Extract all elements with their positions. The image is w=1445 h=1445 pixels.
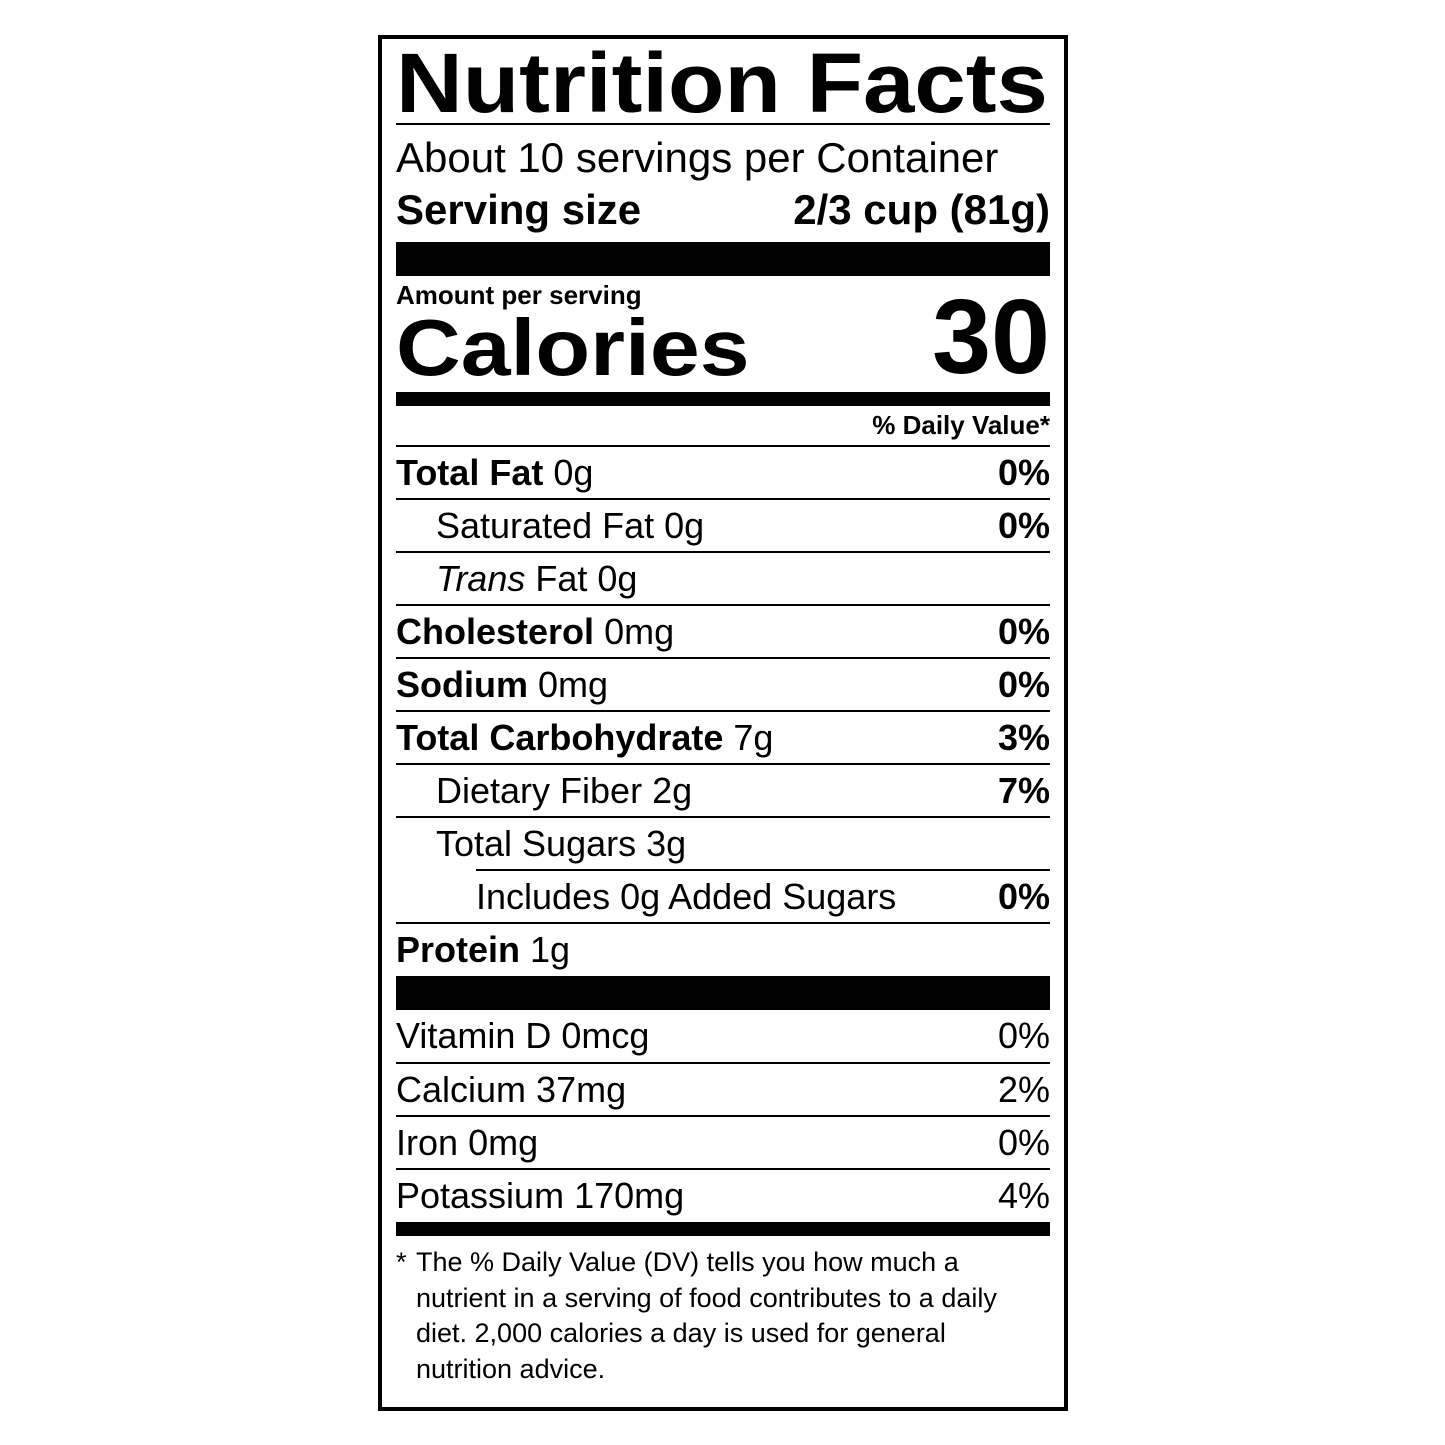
divider: [396, 604, 1050, 606]
nutrient-row-saturated-fat: Saturated Fat 0g 0%: [436, 504, 1050, 546]
daily-value-header: % Daily Value*: [872, 410, 1050, 440]
medium-bar: [396, 392, 1050, 406]
servings-per-container: About 10 servings per Container: [396, 134, 999, 181]
vitamin-row-vitamin-d: Vitamin D 0mcg 0%: [396, 1014, 1050, 1056]
divider: [396, 123, 1050, 125]
divider: [396, 763, 1050, 765]
vitamin-row-calcium: Calcium 37mg 2%: [396, 1068, 1050, 1110]
serving-size-value: 2/3 cup (81g): [793, 186, 1050, 233]
label-title: Nutrition Facts: [396, 36, 1048, 130]
divider: [476, 869, 1050, 871]
divider: [396, 445, 1050, 447]
nutrition-facts-panel: [378, 35, 1068, 1411]
nutrient-row-sodium: Sodium 0mg 0%: [396, 663, 1050, 705]
amount-per-serving: Amount per serving: [396, 280, 642, 310]
serving-size: Serving size 2/3 cup (81g): [396, 185, 1050, 235]
footnote: * The % Daily Value (DV) tells you how m…: [396, 1245, 1036, 1387]
thick-bar: [396, 976, 1050, 1010]
divider: [396, 551, 1050, 553]
divider: [396, 922, 1050, 924]
serving-size-label: Serving size: [396, 186, 642, 233]
divider: [396, 710, 1050, 712]
medium-bar: [396, 1222, 1050, 1236]
vitamin-row-potassium: Potassium 170mg 4%: [396, 1174, 1050, 1216]
footnote-asterisk: *: [396, 1247, 407, 1277]
nutrient-row-total-sugars: Total Sugars 3g: [436, 822, 687, 864]
divider: [396, 1115, 1050, 1117]
divider: [396, 498, 1050, 500]
divider: [396, 816, 1050, 818]
divider: [396, 1168, 1050, 1170]
divider: [396, 1062, 1050, 1064]
divider: [396, 657, 1050, 659]
nutrient-row-total-carbohydrate: Total Carbohydrate 7g 3%: [396, 716, 1050, 758]
nutrient-row-trans-fat: Trans Fat 0g: [436, 557, 638, 599]
calories-value: 30: [932, 278, 1050, 396]
nutrient-row-dietary-fiber: Dietary Fiber 2g 7%: [436, 769, 1050, 811]
thick-bar: [396, 242, 1050, 276]
nutrient-row-total-fat: Total Fat 0g 0%: [396, 451, 1050, 493]
footnote-text: The % Daily Value (DV) tells you how muc…: [416, 1247, 997, 1384]
calories-label: Calories: [396, 303, 750, 392]
nutrient-row-protein: Protein 1g: [396, 928, 571, 970]
nutrient-row-cholesterol: Cholesterol 0mg 0%: [396, 610, 1050, 652]
vitamin-row-iron: Iron 0mg 0%: [396, 1121, 1050, 1163]
nutrient-row-added-sugars: Includes 0g Added Sugars 0%: [476, 875, 1050, 917]
